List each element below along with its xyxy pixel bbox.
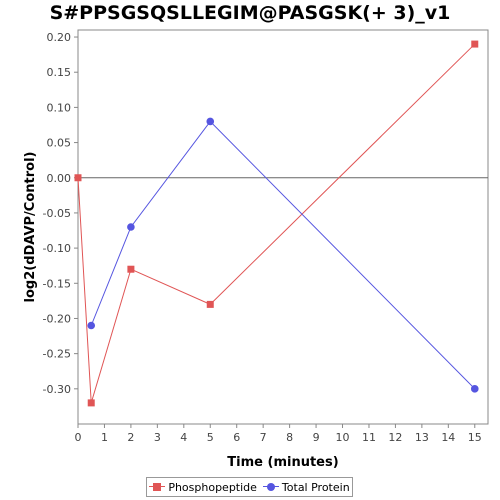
series-line-total-protein [90, 120, 476, 390]
plot-area [77, 29, 489, 425]
x-tick-label: 9 [313, 431, 320, 444]
x-tick-label: 12 [388, 431, 402, 444]
legend-label: Total Protein [281, 480, 350, 494]
y-tick-label: 0.15 [47, 66, 72, 79]
data-point-total-protein [206, 117, 215, 126]
x-tick-label: 0 [75, 431, 82, 444]
legend-swatch-square-icon [149, 482, 166, 492]
legend-item-total-protein: Total Protein [262, 480, 350, 494]
legend-item-phosphopeptide: Phosphopeptide [149, 481, 257, 494]
y-tick-label: 0.05 [47, 137, 72, 150]
y-tick-label: -0.10 [43, 242, 71, 255]
x-tick-label: 7 [260, 431, 267, 444]
x-tick-label: 14 [441, 431, 455, 444]
x-tick-label: 1 [101, 431, 108, 444]
axes: -0.30 -0.25 -0.20 -0.15 -0.10 -0.05 0.00 0.05 0.… [43, 29, 489, 444]
legend-swatch-circle-icon [262, 482, 279, 492]
data-point-phosphopeptide [74, 174, 82, 182]
x-tick-label: 3 [154, 431, 161, 444]
data-point-phosphopeptide [206, 300, 214, 308]
data-point-phosphopeptide [471, 40, 479, 48]
y-tick-label: -0.30 [43, 383, 71, 396]
x-tick-label: 13 [415, 431, 429, 444]
data-point-total-protein [127, 223, 135, 231]
y-tick-label: -0.05 [43, 207, 71, 220]
y-tick-label: 0.10 [47, 101, 72, 114]
data-point-phosphopeptide [127, 265, 135, 273]
x-tick-label: 15 [468, 431, 482, 444]
x-tick-label: 4 [180, 431, 187, 444]
legend: Phosphopeptide Total Protein [146, 477, 353, 497]
x-tick-label: 6 [233, 431, 240, 444]
x-tick-label: 5 [207, 431, 214, 444]
y-tick-label: 0.00 [47, 172, 72, 185]
y-tick-label: 0.20 [47, 31, 72, 44]
chart-title: S#PPSGSQSLLEGIM@PASGSK(+ 3)_v1 [49, 2, 451, 24]
x-tick-label: 10 [336, 431, 350, 444]
y-axis-title: log2(dDAVP/Control) [23, 152, 38, 303]
x-axis-title: Time (minutes) [227, 455, 338, 470]
x-tick-label: 11 [362, 431, 376, 444]
y-tick-label: -0.20 [43, 312, 71, 325]
data-point-total-protein [470, 385, 479, 393]
data-point-phosphopeptide [87, 399, 95, 407]
x-tick-label: 8 [286, 431, 293, 444]
series-layer [74, 40, 479, 407]
data-point-total-protein [87, 321, 96, 330]
legend-label: Phosphopeptide [168, 480, 257, 494]
y-tick-label: -0.25 [43, 348, 71, 361]
x-tick-label: 2 [127, 431, 134, 444]
y-tick-label: -0.15 [43, 277, 71, 290]
